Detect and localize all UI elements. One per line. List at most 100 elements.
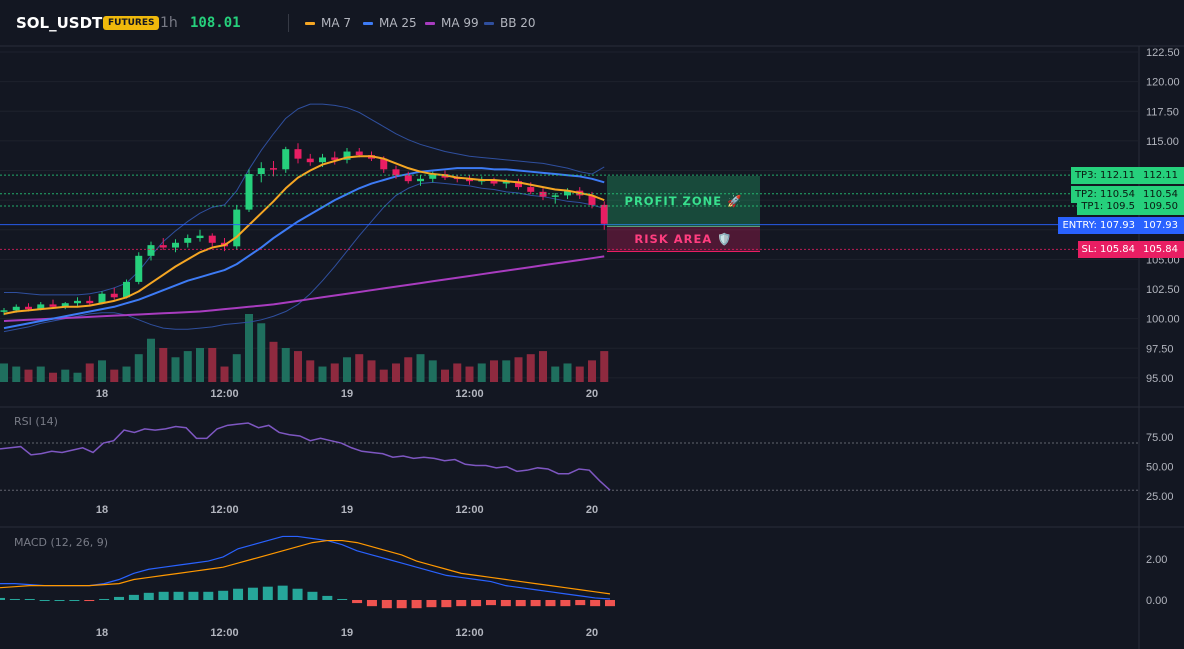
time-axis-label: 18: [96, 388, 108, 400]
volume-bar: [24, 369, 33, 382]
volume-bar: [196, 348, 204, 382]
volume-bar: [526, 354, 535, 382]
candle-body: [404, 175, 412, 182]
candle-body: [564, 190, 571, 196]
volume-bar: [563, 363, 572, 382]
volume-bar: [122, 366, 131, 382]
candle-body: [257, 168, 265, 175]
volume-bar: [600, 351, 609, 382]
price-tag-tp3: 112.11: [1139, 167, 1184, 185]
macd-hist-bar: [352, 600, 363, 604]
legend-bb20[interactable]: BB 20: [484, 16, 536, 30]
level-tag-sl[interactable]: SL: 105.84: [1077, 241, 1139, 259]
candle-body: [466, 178, 473, 182]
legend-label-ma7: MA 7: [321, 16, 352, 30]
volume-bar: [575, 366, 584, 382]
price-tag-sl: 105.84: [1139, 241, 1184, 259]
macd-hist-bar: [158, 591, 169, 600]
macd-hist-bar: [485, 600, 496, 606]
volume-bar: [147, 338, 155, 382]
candle-body: [74, 300, 81, 304]
volume-bar: [245, 314, 253, 382]
candle-body: [319, 157, 326, 163]
volume-bar: [36, 366, 45, 382]
header-divider: [288, 14, 289, 32]
time-axis-label: 12:00: [210, 504, 238, 516]
macd-pane-label: MACD (12, 26, 9): [14, 536, 109, 549]
macd-hist-bar: [366, 600, 377, 607]
volume-bar: [392, 363, 400, 382]
rsi-line: [0, 422, 611, 491]
macd-hist-bar: [471, 600, 482, 607]
macd-hist-bar: [545, 600, 556, 607]
candle-body: [159, 245, 167, 248]
volume-bar: [453, 363, 462, 382]
candle-body: [539, 191, 547, 197]
rsi-tick-label: 50.00: [1146, 462, 1174, 474]
volume-bar: [171, 357, 180, 382]
macd-line: [0, 535, 611, 600]
level-tag-entry[interactable]: ENTRY: 107.93: [1058, 216, 1139, 234]
level-tag-tp1[interactable]: TP1: 109.5: [1077, 198, 1139, 216]
volume-bar: [159, 348, 168, 382]
legend-swatch-bb20: [484, 21, 494, 25]
price-tick-label: 102.50: [1146, 284, 1180, 296]
macd-hist-bar: [426, 600, 437, 608]
candle-body: [123, 281, 130, 298]
symbol-name[interactable]: SOL_USDT: [16, 14, 103, 32]
profit-zone-label: PROFIT ZONE 🚀: [624, 194, 743, 208]
macd-hist-bar: [262, 586, 273, 600]
time-axis-label: 20: [586, 388, 598, 400]
candle-body: [490, 179, 498, 184]
ma99-line: [3, 255, 605, 322]
time-axis-label: 12:00: [455, 504, 483, 516]
volume-bar: [61, 369, 70, 382]
macd-hist-bar: [337, 598, 348, 600]
risk-area-label: RISK AREA 🛡️: [634, 231, 733, 246]
macd-hist-bar: [292, 588, 303, 600]
candle-body: [208, 235, 216, 243]
legend-ma99[interactable]: MA 99: [425, 16, 479, 30]
time-axis-label: 12:00: [210, 388, 238, 400]
candle-body: [331, 157, 339, 160]
macd-hist-bar: [247, 587, 258, 600]
volume-bar: [588, 360, 596, 382]
candle-body: [25, 306, 32, 310]
macd-hist-bar: [307, 591, 318, 600]
candle-body: [98, 293, 106, 304]
time-axis-label: 20: [586, 504, 598, 516]
candle-body: [233, 209, 241, 247]
macd-hist-bar: [515, 600, 526, 607]
legend-swatch-ma7: [305, 21, 315, 25]
legend-ma7[interactable]: MA 7: [305, 16, 351, 30]
chart-header: SOL_USDT FUTURES 1h 108.01 MA 7 MA 25 MA…: [0, 0, 1184, 46]
volume-bar: [281, 348, 290, 382]
candle-body: [37, 304, 45, 310]
price-tick-label: 120.00: [1146, 77, 1180, 89]
level-tag-tp3[interactable]: TP3: 112.11: [1070, 167, 1139, 185]
volume-bar: [367, 360, 376, 382]
macd-hist-bar: [188, 591, 199, 600]
candle-body: [502, 181, 510, 184]
macd-hist-bar: [39, 600, 50, 601]
candle-body: [196, 235, 204, 239]
candle-body: [294, 149, 302, 159]
candle-body: [282, 149, 290, 170]
macd-hist-bar: [0, 597, 5, 600]
volume-bar: [220, 366, 229, 382]
legend-ma25[interactable]: MA 25: [363, 16, 417, 30]
candle-body: [588, 195, 596, 205]
macd-hist-bar: [9, 598, 20, 600]
candle-body: [270, 168, 277, 170]
time-axis-label: 19: [341, 504, 353, 516]
candle-body: [429, 174, 437, 179]
macd-hist-bar: [277, 585, 288, 600]
timeframe-label[interactable]: 1h: [160, 15, 178, 31]
risk-area: RISK AREA 🛡️: [607, 226, 760, 252]
price-tag-entry: 107.93: [1139, 216, 1184, 234]
profit-zone: PROFIT ZONE 🚀: [607, 176, 760, 227]
price-tag-tp1: 109.50: [1139, 198, 1184, 216]
volume-bar: [514, 357, 523, 382]
